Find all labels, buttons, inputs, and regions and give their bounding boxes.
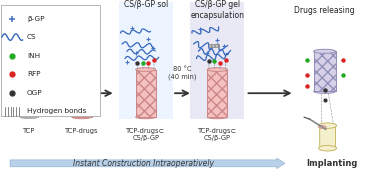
Text: Instant Construction Intraoperatively: Instant Construction Intraoperatively [73, 159, 214, 168]
Text: TCP-drugs⊂
CS/β-GP: TCP-drugs⊂ CS/β-GP [126, 128, 165, 141]
Text: CS/β-GP sol: CS/β-GP sol [124, 0, 168, 9]
Ellipse shape [207, 115, 227, 119]
Text: TCP: TCP [23, 128, 35, 134]
FancyBboxPatch shape [314, 51, 336, 91]
Text: TCP-drugs: TCP-drugs [65, 128, 98, 134]
Ellipse shape [319, 123, 337, 128]
Ellipse shape [72, 68, 91, 71]
FancyBboxPatch shape [209, 44, 219, 47]
Ellipse shape [136, 115, 156, 119]
Ellipse shape [136, 68, 156, 71]
FancyBboxPatch shape [20, 70, 38, 117]
Ellipse shape [314, 89, 336, 93]
Text: β-GP: β-GP [27, 16, 45, 21]
FancyBboxPatch shape [136, 70, 156, 117]
Text: RFP: RFP [27, 71, 40, 77]
Text: Hydrogen bonds: Hydrogen bonds [27, 108, 87, 115]
Text: Drugs releasing: Drugs releasing [294, 6, 355, 15]
FancyBboxPatch shape [119, 0, 173, 119]
FancyBboxPatch shape [190, 0, 244, 119]
Ellipse shape [314, 49, 336, 53]
Text: Implanting: Implanting [307, 159, 358, 168]
Text: TCP-drugs⊂
CS/β-GP: TCP-drugs⊂ CS/β-GP [198, 128, 237, 141]
FancyBboxPatch shape [2, 5, 100, 116]
Ellipse shape [319, 145, 337, 151]
Ellipse shape [72, 115, 91, 119]
Text: INH: INH [27, 53, 40, 59]
FancyBboxPatch shape [72, 70, 91, 117]
Ellipse shape [207, 68, 227, 71]
FancyBboxPatch shape [207, 70, 227, 117]
Text: 80 °C
(40 min): 80 °C (40 min) [168, 66, 197, 80]
FancyBboxPatch shape [320, 124, 336, 150]
Text: OGP: OGP [27, 90, 43, 96]
Text: CS/β-GP gel
encapsulation: CS/β-GP gel encapsulation [190, 0, 244, 20]
Text: CS: CS [27, 34, 37, 40]
Ellipse shape [20, 115, 38, 119]
Ellipse shape [319, 125, 326, 128]
FancyArrow shape [10, 158, 285, 169]
Ellipse shape [20, 68, 38, 71]
